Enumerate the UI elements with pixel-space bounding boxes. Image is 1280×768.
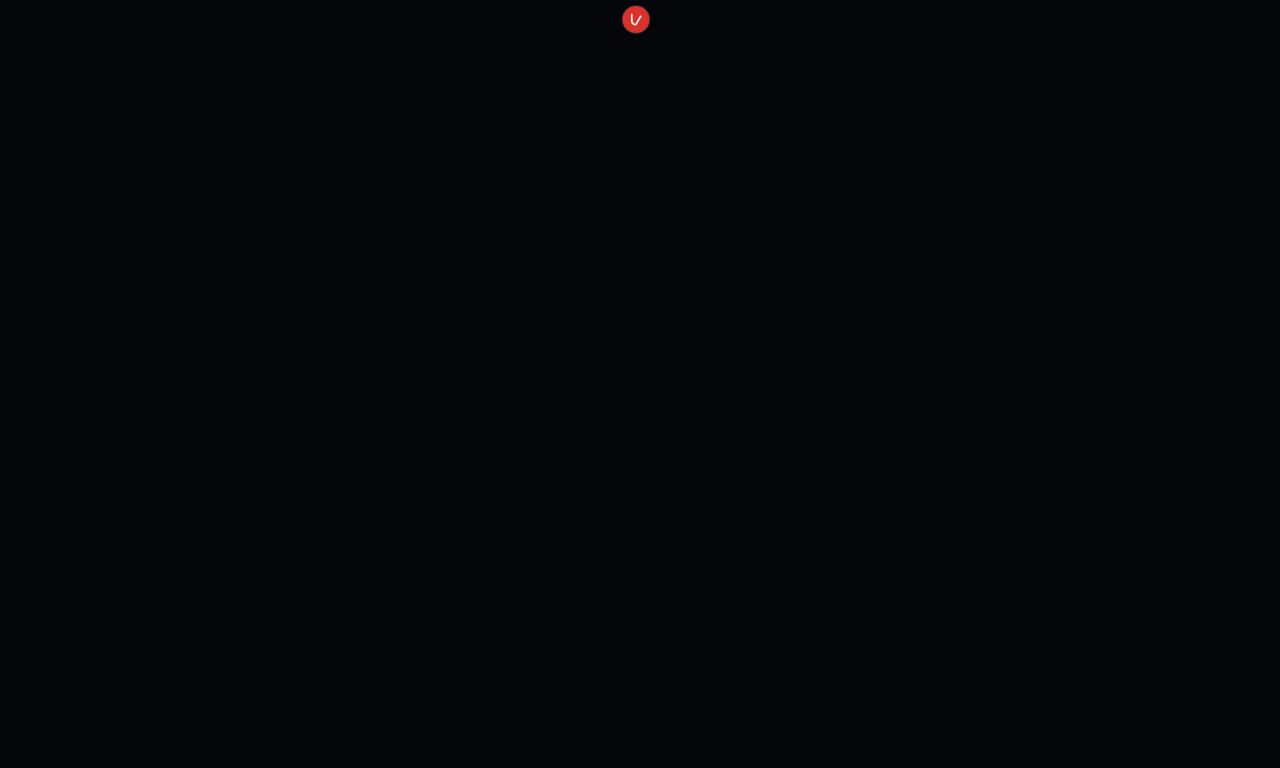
- windy-watermark[interactable]: [615, 4, 666, 35]
- windy-logo-icon: [622, 6, 650, 33]
